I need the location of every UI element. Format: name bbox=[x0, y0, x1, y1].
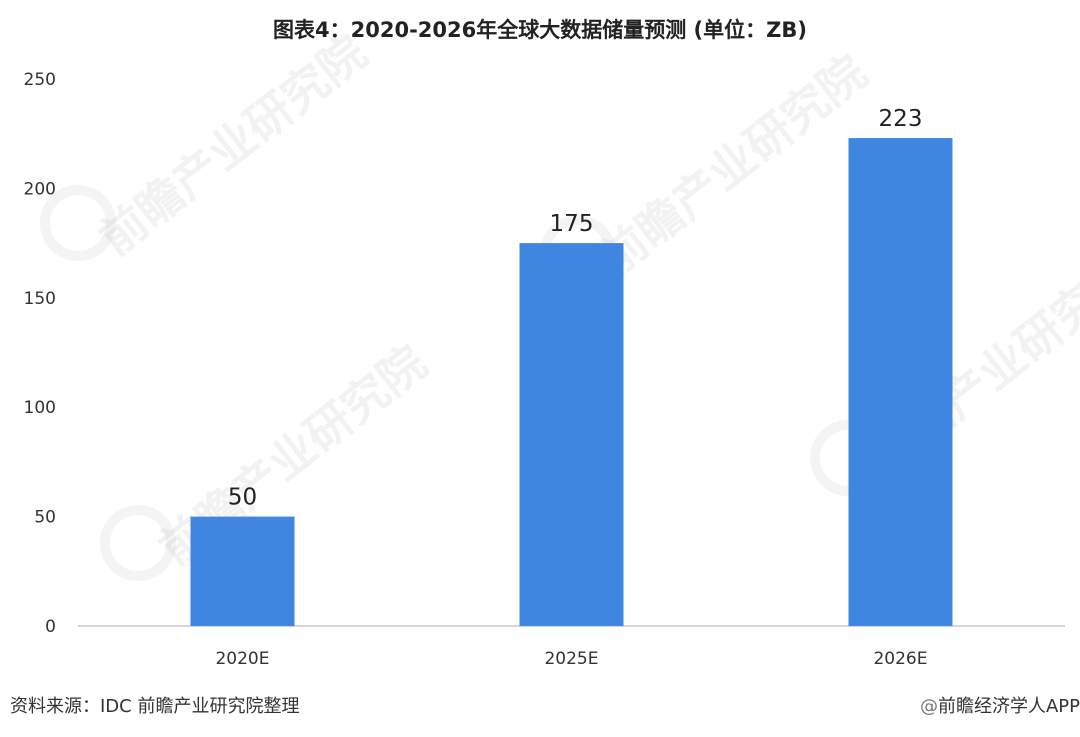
bar-2026e bbox=[848, 138, 953, 627]
at-icon: @ bbox=[919, 696, 938, 717]
y-tick-label: 0 bbox=[45, 617, 56, 637]
bar-2025e bbox=[519, 243, 624, 626]
x-tick-label: 2020E bbox=[215, 649, 269, 669]
x-tick-label: 2026E bbox=[873, 649, 927, 669]
chart-title: 图表4：2020-2026年全球大数据储量预测 (单位：ZB) bbox=[273, 18, 807, 42]
y-tick-label: 100 bbox=[24, 398, 56, 418]
y-tick-label: 50 bbox=[34, 508, 56, 528]
y-tick-label: 150 bbox=[24, 289, 56, 309]
source-note: 资料来源：IDC 前瞻产业研究院整理 bbox=[10, 696, 300, 717]
y-tick-label: 200 bbox=[24, 179, 56, 199]
x-tick-label: 2025E bbox=[544, 649, 598, 669]
bar-2020e bbox=[190, 516, 295, 626]
data-label: 50 bbox=[228, 485, 257, 511]
brand-name: 前瞻经济学人APP bbox=[937, 696, 1080, 717]
y-tick-label: 250 bbox=[24, 70, 56, 90]
brand-credit: @前瞻经济学人APP bbox=[920, 692, 1080, 718]
bar-chart: 0 50 100 150 200 250 50 2020E 175 2025E 223 2026E bbox=[24, 70, 1065, 669]
data-label: 223 bbox=[879, 106, 923, 132]
data-label: 175 bbox=[550, 211, 594, 237]
